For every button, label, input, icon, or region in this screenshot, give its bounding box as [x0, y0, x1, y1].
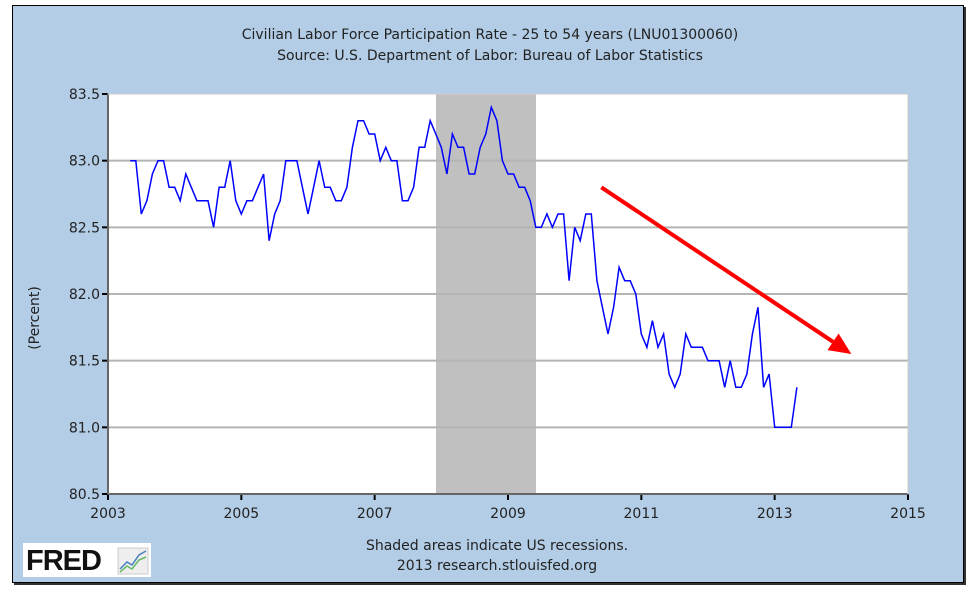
- chart-title: Civilian Labor Force Participation Rate …: [242, 27, 739, 43]
- x-tick-label: 2005: [224, 506, 260, 522]
- y-tick-label: 82.0: [69, 287, 100, 303]
- y-tick-label: 83.0: [69, 154, 100, 170]
- y-tick-label: 82.5: [69, 220, 100, 236]
- y-tick-label: 81.0: [69, 420, 100, 436]
- footnote: Shaded areas indicate US recessions.: [366, 538, 628, 554]
- fred-logo-text: FRED: [26, 545, 102, 577]
- x-tick-label: 2011: [624, 506, 660, 522]
- y-tick-label: 83.5: [69, 87, 100, 103]
- x-tick-label: 2007: [357, 506, 393, 522]
- series-line: [130, 104, 798, 429]
- plot-border: [107, 93, 909, 495]
- x-tick-label: 2003: [90, 506, 126, 522]
- y-axis-label: (Percent): [27, 286, 43, 350]
- trend-arrow-head: [827, 333, 852, 354]
- chart-subtitle: Source: U.S. Department of Labor: Bureau…: [277, 48, 703, 64]
- credit: 2013 research.stlouisfed.org: [397, 558, 597, 574]
- chart-icon: [117, 547, 149, 575]
- y-tick-label: 80.5: [69, 487, 100, 503]
- x-tick-label: 2013: [757, 506, 793, 522]
- y-tick-label: 81.5: [69, 354, 100, 370]
- trend-arrow-line: [600, 185, 835, 344]
- x-tick-label: 2009: [490, 506, 526, 522]
- x-tick-label: 2015: [890, 506, 926, 522]
- fred-logo: FRED: [23, 543, 151, 577]
